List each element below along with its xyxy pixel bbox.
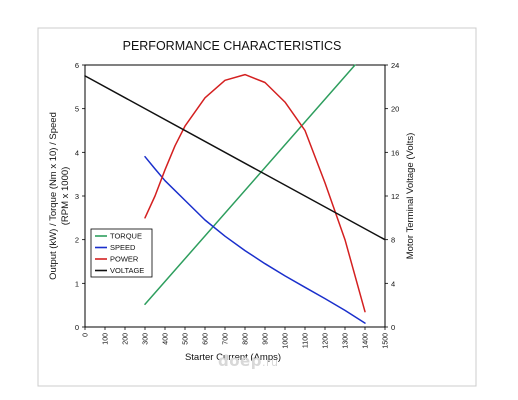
right-tick-label: 24 [391,61,399,70]
watermark: doep.ru [218,352,278,370]
watermark-main: doep [218,352,262,370]
series-line-speed [144,155,366,324]
right-tick-label: 12 [391,192,399,201]
right-tick-label: 8 [391,236,395,245]
x-tick-label: 1500 [383,333,390,349]
legend: TORQUE SPEED POWER VOLTAGE [90,228,153,278]
x-tick-label: 400 [163,333,170,345]
left-tick-label: 2 [75,236,79,245]
right-tick-label: 16 [391,148,399,157]
left-tick-label: 3 [75,192,79,201]
legend-label-speed: SPEED [110,243,136,252]
right-tick-label: 20 [391,105,399,114]
legend-label-torque: TORQUE [110,232,142,241]
left-tick-label: 1 [75,279,79,288]
x-tick-label: 0 [83,333,90,337]
series-line-torque [144,64,356,306]
left-axis-label-line-2: (RPM x 1000) [60,167,71,226]
chart-frame [37,27,477,387]
x-axis-label: Starter Current (Amps) [185,352,281,363]
legend-box [90,228,153,278]
series-layer [84,64,386,324]
x-tick-label: 1100 [303,333,310,348]
chart-title: PERFORMANCE CHARACTERISTICS [123,39,342,53]
x-tick-label: 800 [243,333,250,345]
left-tick-label: 0 [75,323,79,332]
x-tick-label: 700 [223,333,230,345]
right-axis-ticks: 0 4 8 12 16 20 24 [385,61,399,332]
right-tick-label: 4 [391,279,395,288]
left-tick-label: 4 [75,148,79,157]
left-axis-label-line-1: Output (kW) / Torque (Nm x 10) / Speed [48,112,59,280]
right-tick-label: 0 [391,323,395,332]
left-axis-ticks: 0 1 2 3 4 5 6 [75,61,85,332]
x-tick-label: 1200 [323,333,330,349]
x-tick-label: 500 [183,333,190,345]
x-tick-label: 100 [103,333,110,345]
x-tick-label: 900 [263,333,270,345]
series-line-power [144,73,366,313]
watermark-suffix: .ru [261,356,279,369]
legend-label-power: POWER [110,255,139,264]
x-tick-label: 600 [203,333,210,345]
left-tick-label: 6 [75,61,79,70]
legend-label-voltage: VOLTAGE [110,266,144,275]
x-tick-label: 300 [143,333,150,345]
left-tick-label: 5 [75,105,79,114]
series-line-voltage [84,75,386,241]
x-tick-label: 1300 [343,333,350,349]
x-axis-ticks: 0 100 200 300 400 500 600 700 800 900 1000 1100 1200… [83,327,390,349]
x-tick-label: 1400 [363,333,370,349]
x-tick-label: 200 [123,333,130,345]
right-axis-label: Motor Terminal Voltage (Volts) [405,133,416,260]
x-tick-label: 1000 [283,333,290,349]
